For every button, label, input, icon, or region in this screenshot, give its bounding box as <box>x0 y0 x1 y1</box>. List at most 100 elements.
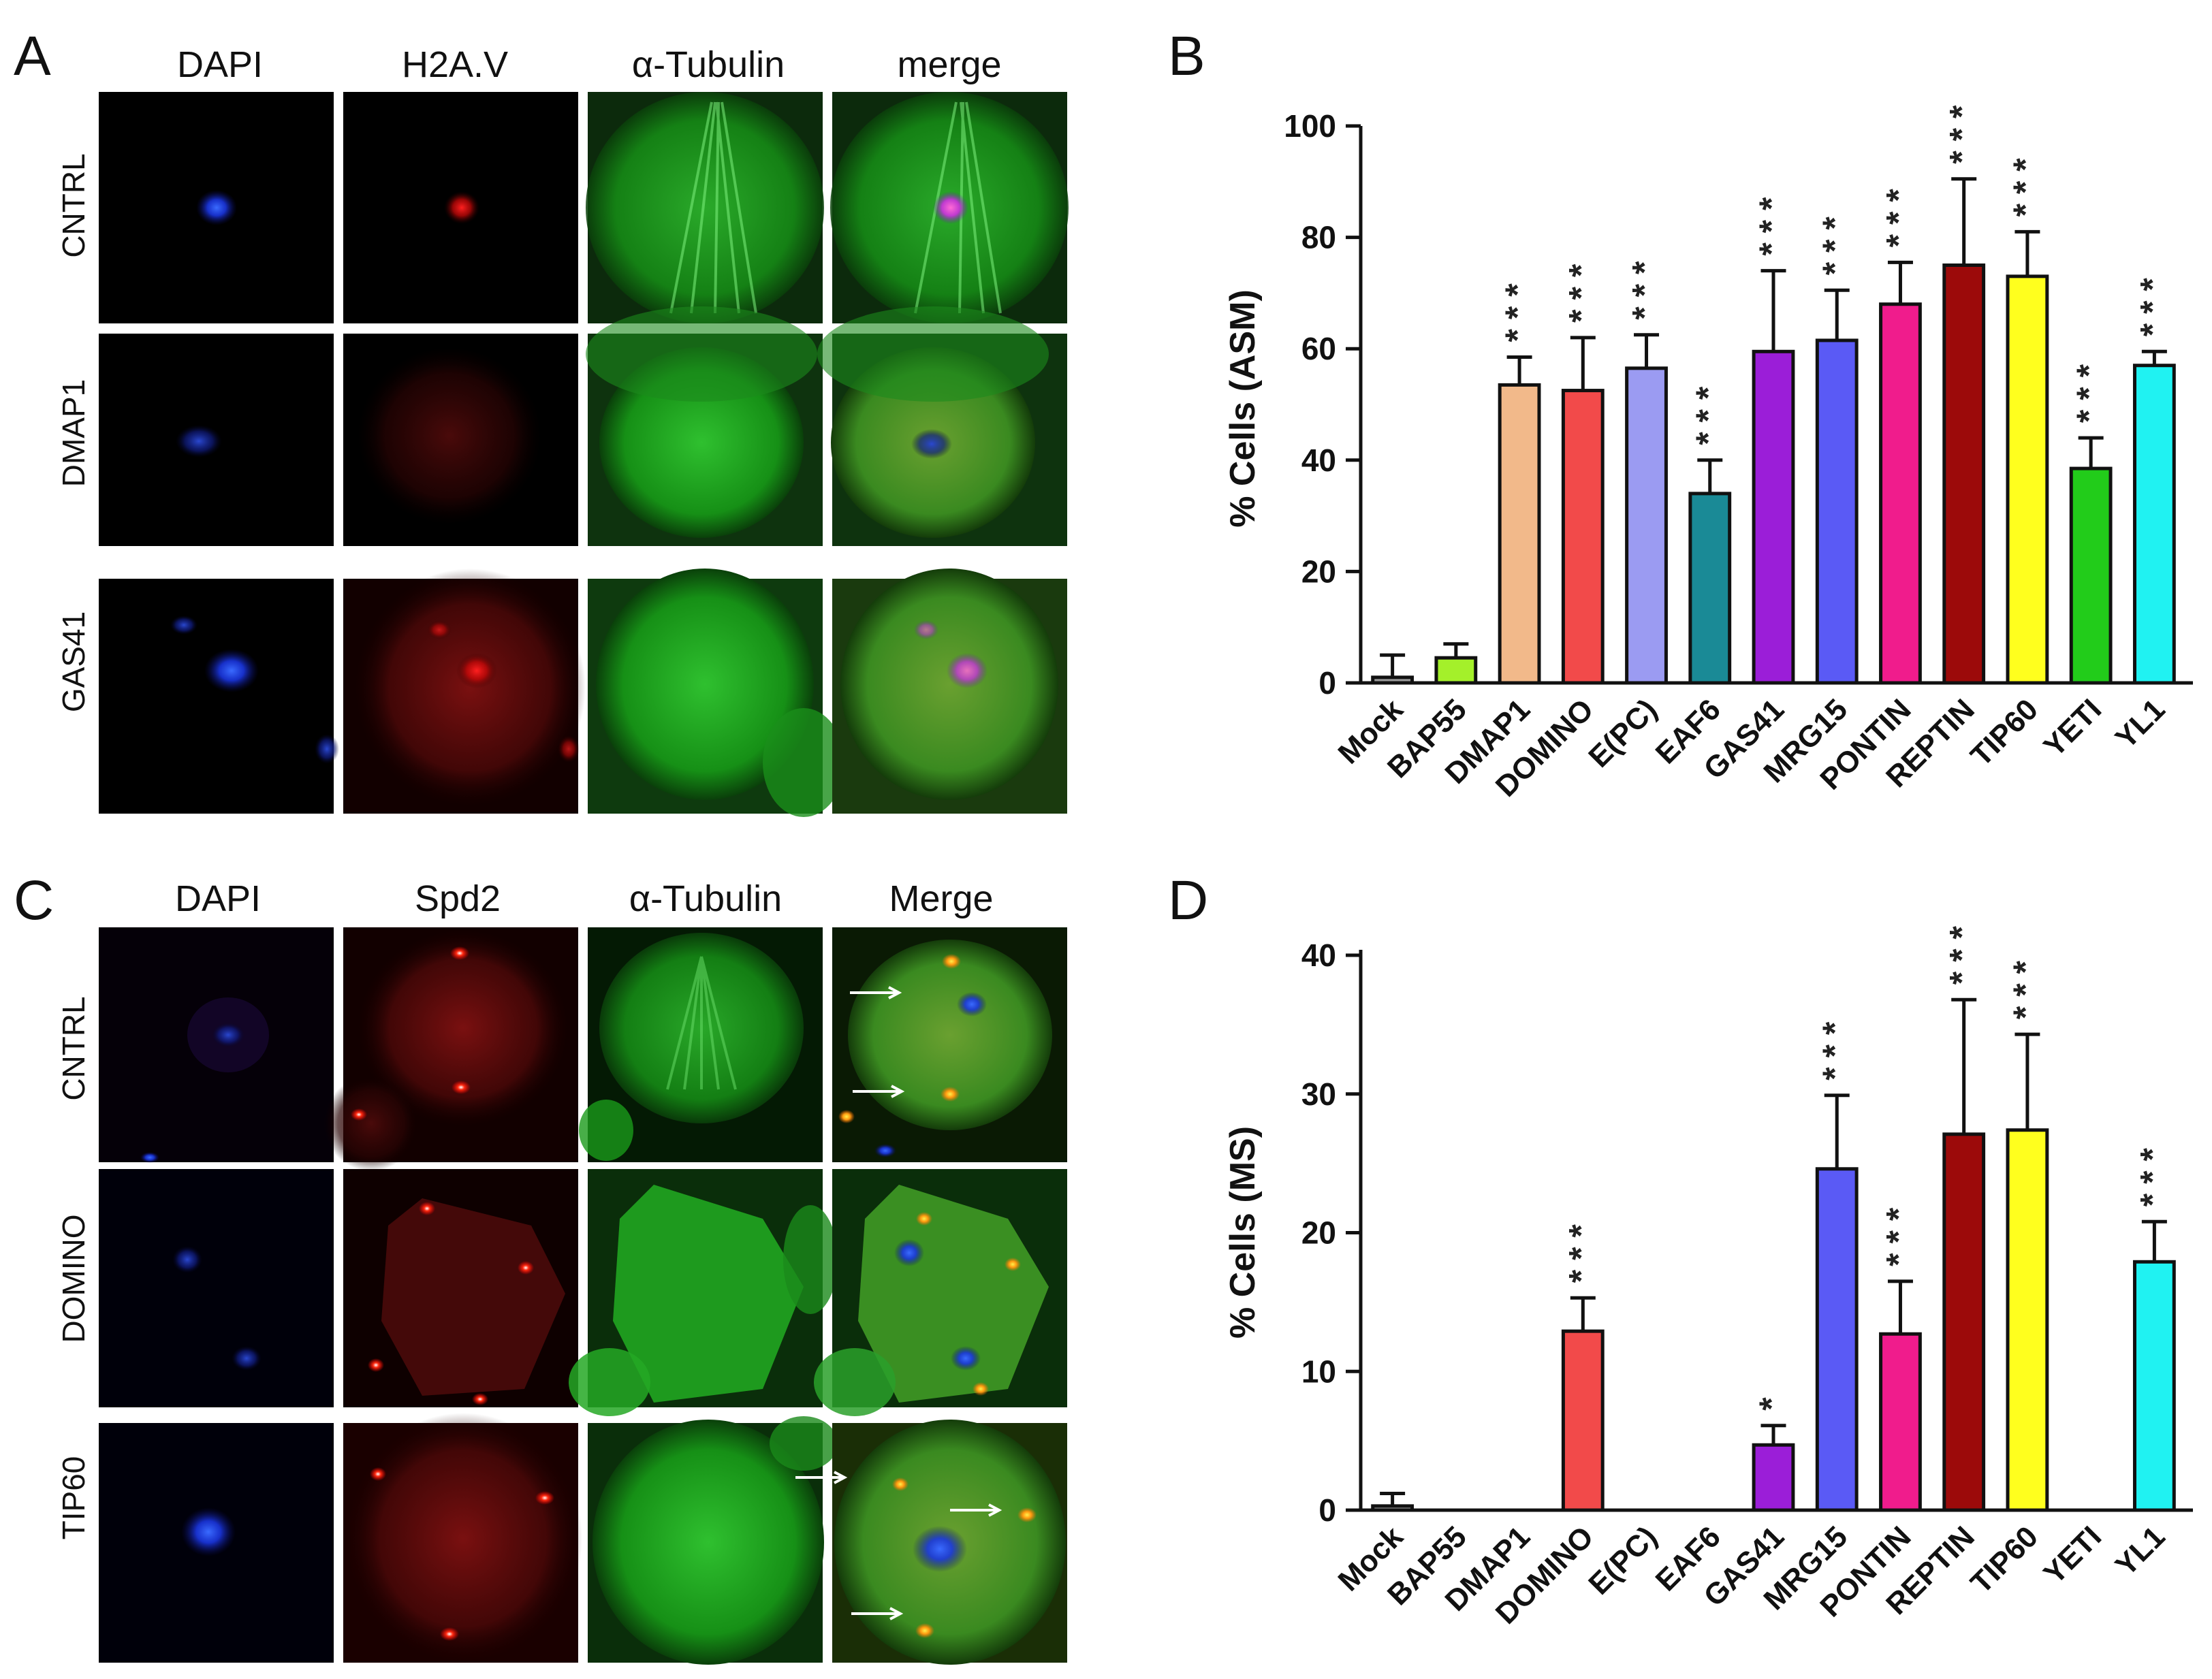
column-header-merge-c: Merge <box>889 878 993 919</box>
y-tick-label: 0 <box>1318 665 1336 701</box>
column-header-tubulin: α-Tubulin <box>632 44 785 85</box>
panel-letter-a: A <box>14 25 51 87</box>
micrograph-c-tip60-merge <box>795 1420 1067 1665</box>
significance-marker: * * * <box>1626 261 1664 320</box>
column-header-h2av: H2A.V <box>402 44 508 85</box>
column-header-dapi-c: DAPI <box>175 878 261 919</box>
bar-bap55 <box>1434 656 1478 685</box>
bar-domino <box>1561 1329 1605 1512</box>
bar-dmap1 <box>1498 383 1541 685</box>
panel-letter-c: C <box>14 869 54 931</box>
bar-reptin <box>1942 1132 1986 1512</box>
significance-marker: * * * <box>1943 926 1981 985</box>
row-label-dmap1: DMAP1 <box>56 379 91 487</box>
micrograph-c-domino-spd2 <box>343 1169 578 1407</box>
significance-marker: * * * <box>1816 217 1854 276</box>
significance-marker: * * * <box>1498 283 1536 342</box>
y-tick-label: 20 <box>1301 554 1336 589</box>
significance-marker: * * * <box>1816 1021 1854 1081</box>
x-category-label: YETI <box>2037 1520 2108 1590</box>
bar-pontin <box>1879 302 1922 685</box>
bar-yeti <box>2069 466 2113 685</box>
micrograph-a-gas41-h2av <box>343 569 586 814</box>
column-header-dapi: DAPI <box>177 44 263 85</box>
chart-asm: B % Cells (ASM) 0 20 40 60 80 100 * * * * * * *… <box>1168 25 2193 803</box>
bar-yl1 <box>2132 1260 2176 1512</box>
y-tick-label: 40 <box>1301 443 1336 478</box>
bar-gas41 <box>1752 1443 1795 1512</box>
y-axis-label-asm: % Cells (ASM) <box>1223 289 1263 528</box>
micrograph-c-tip60-tubulin <box>588 1416 838 1665</box>
bar-domino <box>1561 389 1605 685</box>
bar-pontin <box>1879 1332 1922 1512</box>
significance-marker: * <box>1752 1397 1790 1411</box>
micrograph-a-dmap1-h2av <box>343 334 578 546</box>
panel-c: C DAPI Spd2 α-Tubulin Merge CNTRL DOMINO… <box>14 869 1067 1665</box>
x-category-label: YL1 <box>2109 692 2172 755</box>
bar-mrg15 <box>1815 338 1859 685</box>
column-header-spd2: Spd2 <box>415 878 501 919</box>
column-header-tubulin-c: α-Tubulin <box>629 878 782 919</box>
y-tick-label: 80 <box>1301 220 1336 255</box>
column-header-merge: merge <box>897 44 1001 85</box>
y-tick-label: 10 <box>1301 1354 1336 1389</box>
arrow-icon <box>853 1085 905 1098</box>
x-category-label: E(PC) <box>1582 1520 1663 1601</box>
micrograph-c-cntrl-tubulin <box>579 927 823 1162</box>
bar-epc <box>1625 366 1668 685</box>
row-label-cntrl-c: CNTRL <box>56 996 91 1100</box>
micrograph-a-gas41-dapi <box>99 579 339 814</box>
micrograph-c-cntrl-dapi <box>99 927 334 1163</box>
row-label-cntrl: CNTRL <box>56 153 91 257</box>
micrograph-a-cntrl-dapi <box>99 92 334 323</box>
significance-marker: * * * <box>1879 189 1917 248</box>
bar-tip60 <box>2006 274 2049 685</box>
y-tick-label: 0 <box>1318 1492 1336 1528</box>
micrograph-c-tip60-dapi <box>99 1423 334 1663</box>
micrograph-c-cntrl-spd2 <box>323 927 578 1171</box>
micrograph-a-gas41-merge <box>832 569 1067 814</box>
micrograph-c-domino-tubulin <box>569 1169 838 1416</box>
micrograph-a-cntrl-tubulin <box>586 92 824 323</box>
significance-marker: * * * <box>2070 364 2108 423</box>
bar-gas41 <box>1752 349 1795 685</box>
significance-marker: * * * <box>1562 263 1600 323</box>
micrograph-c-domino-merge <box>814 1169 1067 1416</box>
row-label-tip60: TIP60 <box>56 1456 91 1540</box>
micrograph-a-cntrl-merge <box>830 92 1069 323</box>
significance-marker: * * * <box>2133 278 2171 337</box>
chart-ms: D % Cells (MS) 0 10 20 30 40 * * * * * * * * * … <box>1168 869 2193 1631</box>
row-label-gas41: GAS41 <box>56 611 91 712</box>
row-label-domino: DOMINO <box>56 1214 91 1343</box>
micrograph-a-dmap1-tubulin <box>586 306 823 546</box>
significance-marker: * * * <box>2006 158 2044 217</box>
y-tick-label: 60 <box>1301 331 1336 366</box>
significance-marker: * * * <box>1879 1207 1917 1266</box>
significance-marker: * * * <box>1689 386 1727 445</box>
panel-letter-d: D <box>1168 869 1208 931</box>
panel-letter-b: B <box>1168 25 1205 87</box>
bar-reptin <box>1942 263 1986 685</box>
significance-marker: * * * <box>1943 105 1981 164</box>
significance-marker: * * * <box>2006 960 2044 1019</box>
bar-tip60 <box>2006 1128 2049 1512</box>
micrograph-c-cntrl-merge <box>832 927 1067 1162</box>
bar-mrg15 <box>1815 1167 1859 1512</box>
x-category-label: YETI <box>2037 692 2108 763</box>
y-tick-label: 100 <box>1284 108 1336 144</box>
arrow-icon <box>851 1607 904 1620</box>
x-category-label: TIP60 <box>1964 692 2044 773</box>
panel-a: A DAPI H2A.V α-Tubulin merge CNTRL DMAP1… <box>14 25 1069 817</box>
y-axis-label-ms: % Cells (MS) <box>1223 1126 1263 1339</box>
x-category-label: YL1 <box>2109 1520 2172 1582</box>
y-tick-label: 20 <box>1301 1215 1336 1251</box>
micrograph-a-dmap1-dapi <box>99 334 334 546</box>
significance-marker: * * * <box>1562 1224 1600 1283</box>
x-category-label: TIP60 <box>1964 1520 2044 1600</box>
bar-yl1 <box>2132 364 2176 685</box>
arrow-icon <box>950 1503 1002 1517</box>
micrograph-c-tip60-spd2 <box>343 1413 582 1665</box>
y-tick-label: 40 <box>1301 938 1336 973</box>
significance-marker: * * * <box>2133 1148 2171 1207</box>
